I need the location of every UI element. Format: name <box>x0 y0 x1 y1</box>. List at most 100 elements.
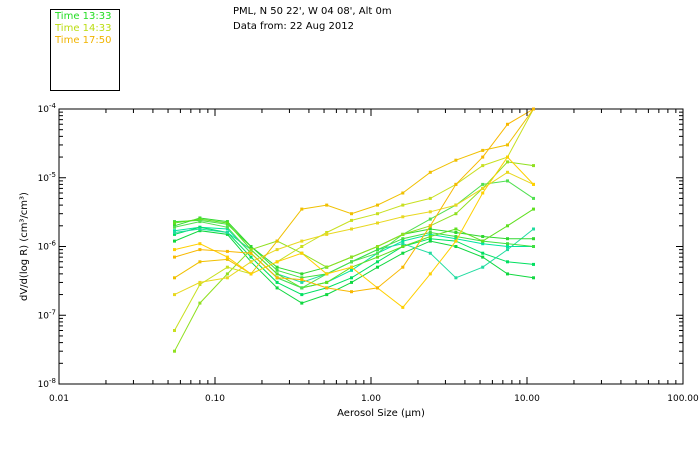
x-tick-label: 1.00 <box>361 394 381 404</box>
legend-entry-1: Time 13:33 <box>55 11 112 22</box>
x-tick-label: 100.00 <box>667 394 699 404</box>
data-point <box>506 224 509 228</box>
data-point <box>325 265 329 269</box>
data-point <box>532 237 535 241</box>
y-tick-base: 10 <box>38 174 50 184</box>
data-point <box>198 283 202 286</box>
data-point <box>325 280 329 284</box>
data-point <box>428 251 432 255</box>
plot-area-border <box>58 108 684 385</box>
data-point <box>454 227 458 231</box>
data-point <box>173 239 176 243</box>
data-point <box>198 225 202 229</box>
data-point <box>454 276 458 280</box>
series-s12 <box>173 107 535 280</box>
data-point <box>300 293 304 297</box>
data-point <box>173 232 176 236</box>
y-axis-label: dV/d(log R) (cm³/cm³) <box>19 192 30 301</box>
data-point <box>350 290 353 294</box>
data-point <box>506 272 509 276</box>
data-point <box>275 286 279 290</box>
data-point <box>300 301 304 305</box>
data-point <box>225 257 229 261</box>
data-point <box>532 245 535 248</box>
data-point <box>376 203 379 207</box>
data-point <box>506 245 509 248</box>
data-point <box>454 237 458 241</box>
data-point <box>428 224 432 228</box>
x-tick-label: 10.00 <box>514 394 540 404</box>
data-point <box>198 220 202 224</box>
data-point <box>173 255 176 259</box>
data-point <box>300 272 304 276</box>
data-point <box>506 179 509 183</box>
data-point <box>401 265 405 269</box>
data-point <box>325 231 329 234</box>
data-point <box>198 217 202 221</box>
data-point <box>376 245 379 248</box>
data-point <box>300 251 304 255</box>
data-point <box>300 286 304 290</box>
data-point <box>401 242 405 246</box>
series-line <box>174 108 534 293</box>
legend-entry-2: Time 14:33 <box>55 23 112 34</box>
data-point <box>350 260 353 264</box>
data-point <box>275 276 279 280</box>
chart-header: PML, N 50 22', W 04 08', Alt 0m Data fro… <box>233 4 392 34</box>
series-s10 <box>173 107 535 332</box>
data-point <box>198 227 202 231</box>
data-point <box>481 242 485 246</box>
data-point <box>428 237 432 241</box>
data-point <box>173 349 176 353</box>
data-point <box>428 227 432 231</box>
data-point <box>532 196 535 200</box>
data-point <box>173 221 176 225</box>
data-point <box>350 255 353 259</box>
data-point <box>401 251 405 255</box>
data-point <box>401 245 405 248</box>
data-point <box>173 248 176 252</box>
y-tick-base: 10 <box>38 243 50 253</box>
data-point <box>376 255 379 259</box>
data-point <box>325 232 329 236</box>
data-point <box>532 207 535 211</box>
data-point <box>428 217 432 221</box>
data-point <box>481 239 485 243</box>
data-point <box>506 160 509 164</box>
data-point <box>275 260 279 264</box>
y-tick-base: 10 <box>38 311 50 321</box>
data-point <box>481 186 485 190</box>
data-point <box>532 276 535 280</box>
data-point <box>225 227 229 231</box>
header-date: Data from: 22 Aug 2012 <box>233 21 354 32</box>
data-point <box>225 225 229 229</box>
data-point <box>275 248 279 252</box>
data-point <box>506 248 509 252</box>
data-point <box>325 203 329 207</box>
data-point <box>350 227 353 231</box>
data-point <box>173 293 176 297</box>
data-point <box>506 143 509 147</box>
data-point <box>401 215 405 219</box>
data-point <box>481 191 485 195</box>
data-point <box>300 278 304 282</box>
data-point <box>198 301 202 305</box>
data-point <box>481 148 485 152</box>
data-point <box>506 260 509 264</box>
data-point <box>198 248 202 252</box>
legend-box: Time 13:33 Time 14:33 Time 17:50 <box>50 9 120 91</box>
data-point <box>401 203 405 207</box>
data-point <box>350 276 353 280</box>
data-point <box>225 265 229 269</box>
data-point <box>198 280 202 284</box>
data-point <box>428 239 432 243</box>
data-point <box>225 232 229 236</box>
x-tick-label: 0.10 <box>205 394 225 404</box>
data-point <box>300 239 304 243</box>
data-point <box>300 207 304 211</box>
data-point <box>249 251 253 255</box>
data-point <box>481 265 485 269</box>
data-point <box>225 231 229 234</box>
data-point <box>249 260 253 264</box>
data-point <box>506 155 509 159</box>
